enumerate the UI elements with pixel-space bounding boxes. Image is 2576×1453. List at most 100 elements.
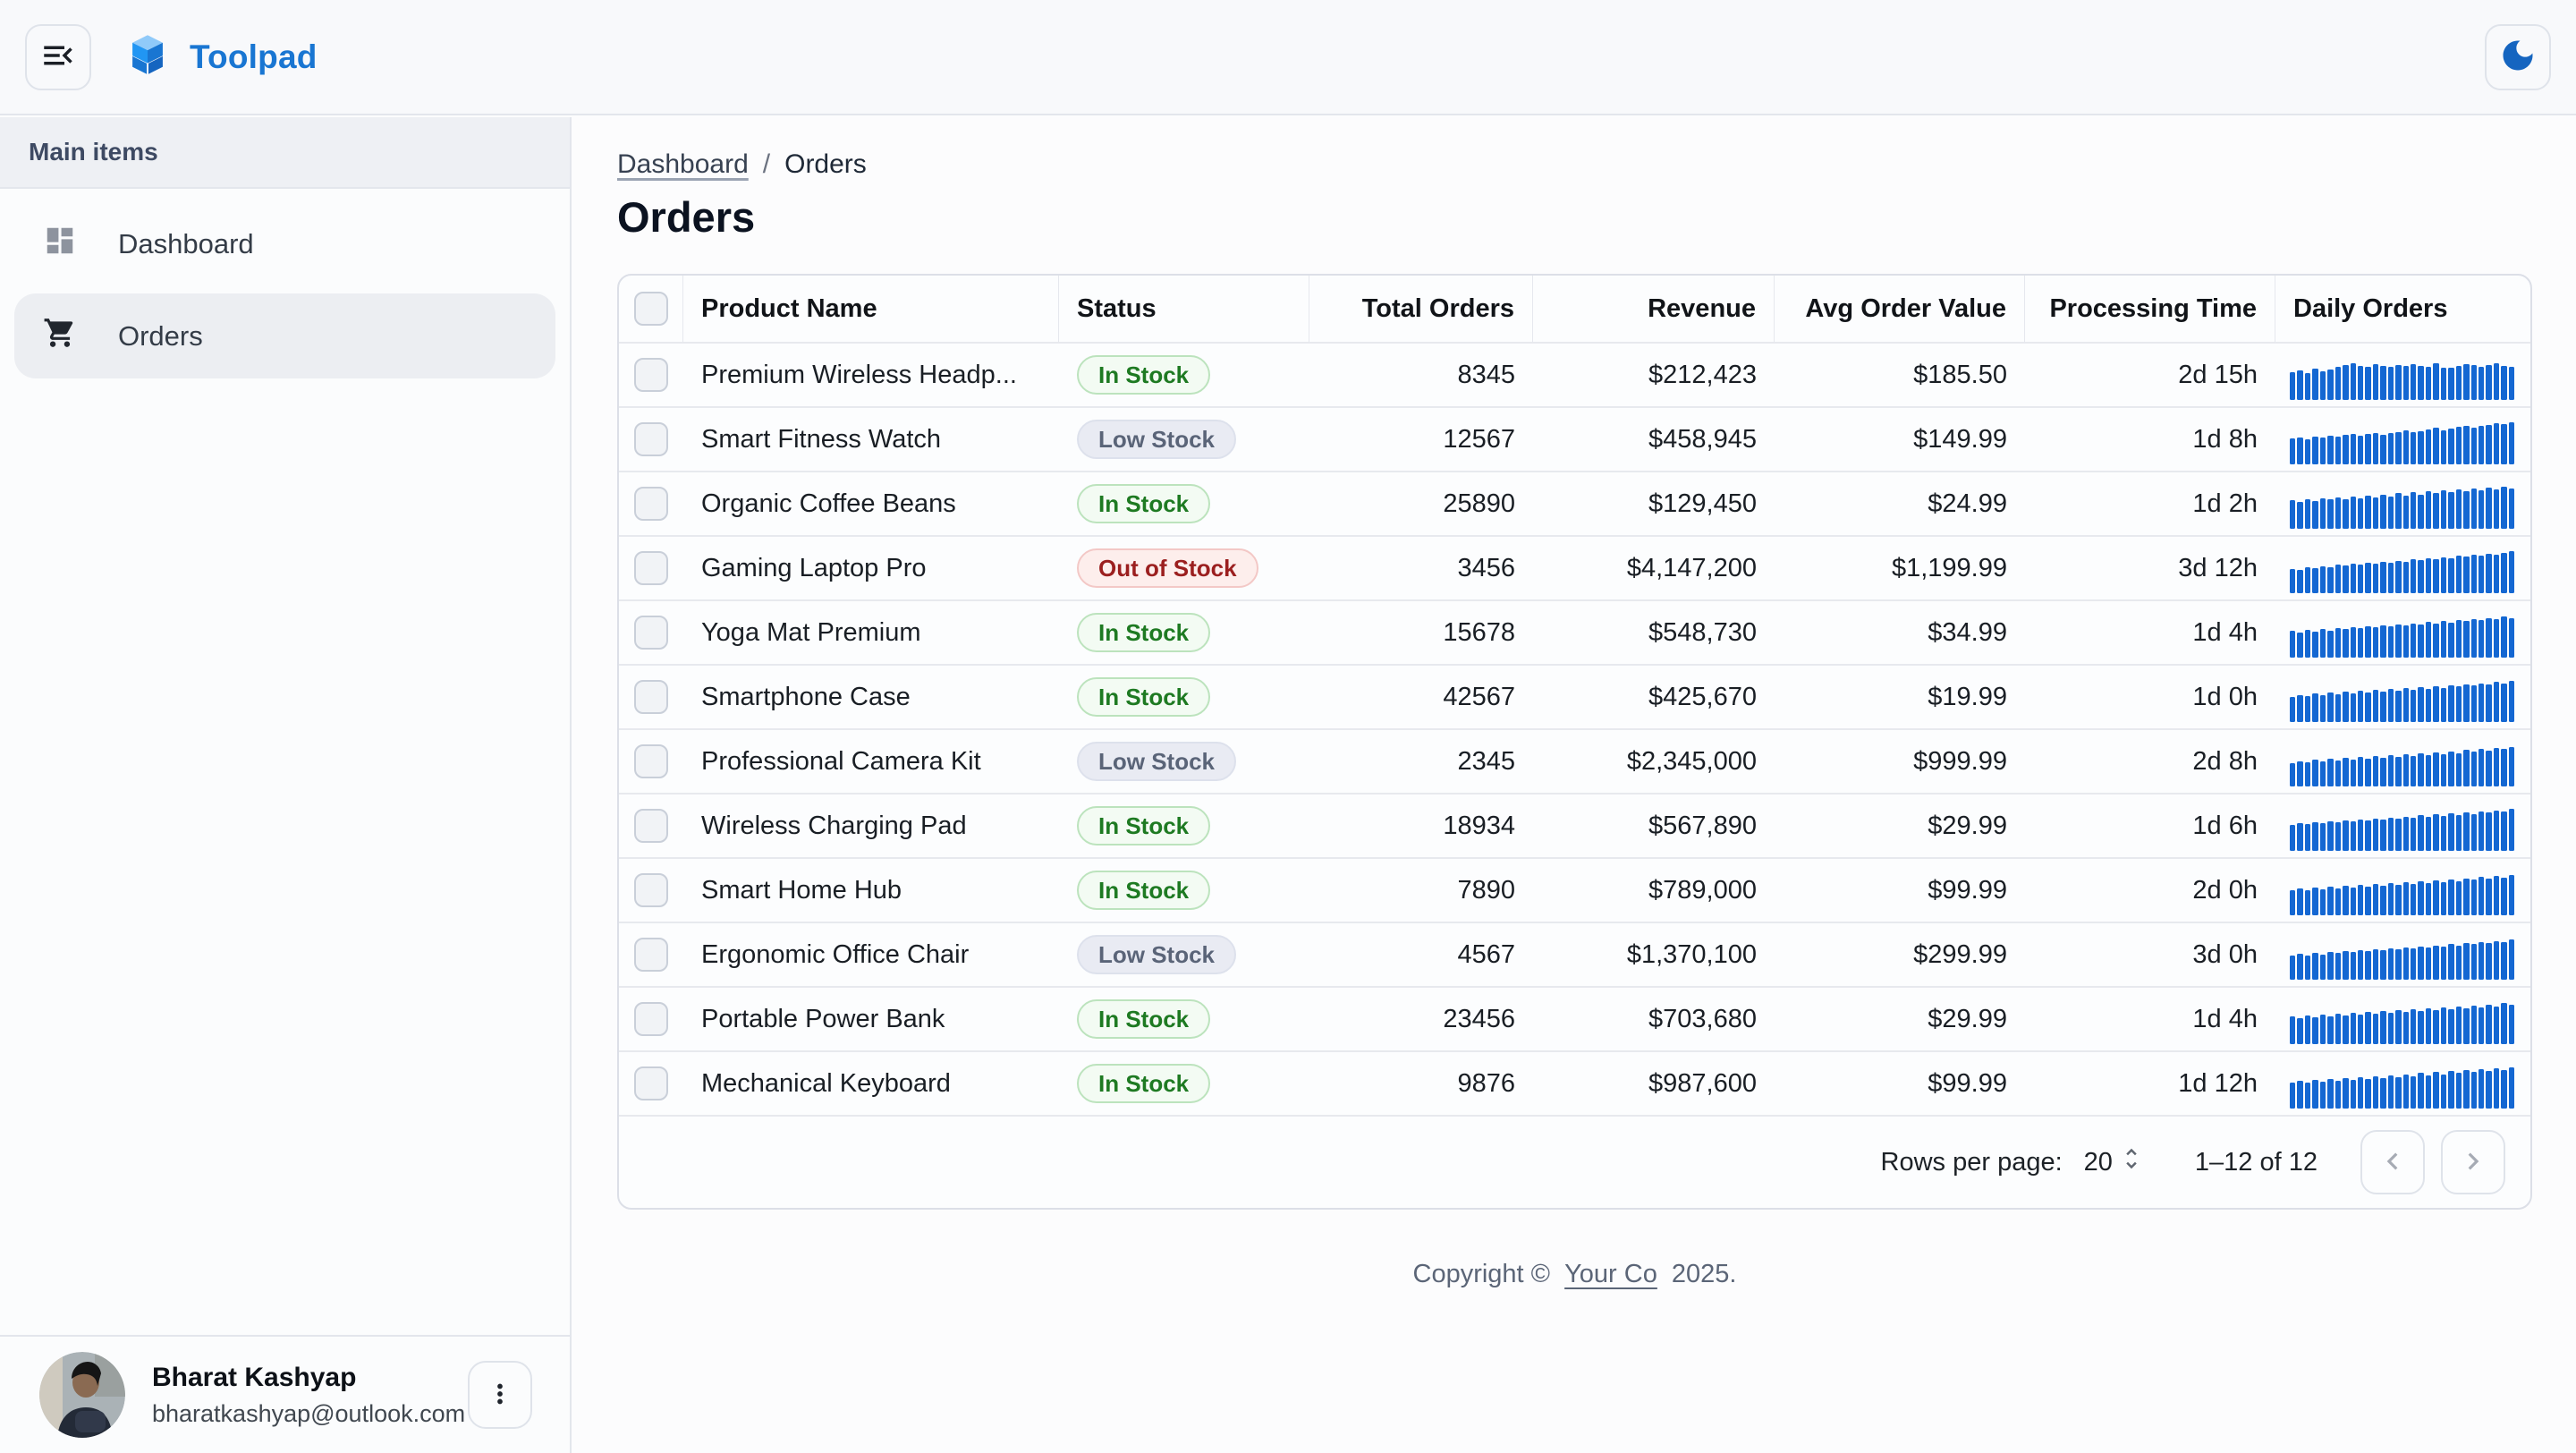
daily-orders-sparkline [2290, 353, 2515, 400]
total-orders-cell: 42567 [1443, 682, 1515, 711]
revenue-cell: $548,730 [1648, 617, 1757, 647]
processing-time-cell: 1d 4h [2192, 1004, 2258, 1033]
footer-company-link[interactable]: Your Co [1564, 1260, 1657, 1288]
chevron-left-icon [2376, 1144, 2410, 1181]
status-cell: Low Stock [1059, 420, 1309, 459]
rows-per-page-label: Rows per page: [1880, 1147, 2063, 1177]
avatar [39, 1352, 125, 1438]
revenue-cell: $567,890 [1648, 811, 1757, 840]
table-row: Gaming Laptop Pro Out of Stock 3456 $4,1… [619, 535, 2530, 599]
revenue-cell: $212,423 [1648, 360, 1757, 389]
column-header-avg-order-value[interactable]: Avg Order Value [1775, 276, 2025, 342]
processing-time-cell: 1d 2h [2192, 489, 2258, 518]
column-header-revenue[interactable]: Revenue [1533, 276, 1775, 342]
user-email: bharatkashyap@outlook.com [152, 1399, 466, 1427]
sidebar-item-orders[interactable]: Orders [14, 293, 555, 378]
row-checkbox[interactable] [634, 358, 668, 392]
status-badge: In Stock [1077, 484, 1211, 523]
row-checkbox[interactable] [634, 938, 668, 972]
processing-time-cell: 1d 0h [2192, 682, 2258, 711]
total-orders-cell: 2345 [1457, 746, 1515, 776]
processing-time-cell: 1d 12h [2178, 1068, 2258, 1098]
product-name-cell: Smart Home Hub [701, 875, 902, 905]
product-name-cell: Premium Wireless Headp... [701, 360, 1017, 389]
daily-orders-sparkline [2290, 676, 2515, 722]
row-checkbox-cell [619, 616, 683, 650]
main-content: Dashboard / Orders Orders Product Name S… [573, 117, 2576, 1453]
processing-time-cell: 3d 12h [2178, 553, 2258, 582]
table-row: Premium Wireless Headp... In Stock 8345 … [619, 342, 2530, 406]
daily-orders-sparkline [2290, 933, 2515, 980]
product-name-cell: Portable Power Bank [701, 1004, 945, 1033]
row-checkbox-cell [619, 938, 683, 972]
status-cell: In Stock [1059, 806, 1309, 845]
breadcrumb-current: Orders [784, 149, 867, 179]
orders-table: Product Name Status Total Orders Revenue… [617, 274, 2532, 1210]
pagination-range: 1–12 of 12 [2194, 1147, 2318, 1177]
row-checkbox-cell [619, 422, 683, 456]
brand[interactable]: Toolpad [122, 29, 318, 85]
revenue-cell: $789,000 [1648, 875, 1757, 905]
theme-toggle-button[interactable] [2485, 23, 2551, 90]
status-badge: In Stock [1077, 871, 1211, 910]
row-checkbox[interactable] [634, 487, 668, 521]
total-orders-cell: 18934 [1443, 811, 1515, 840]
product-name-cell: Wireless Charging Pad [701, 811, 967, 840]
product-name-cell: Ergonomic Office Chair [701, 939, 970, 969]
user-menu-button[interactable] [468, 1361, 532, 1429]
previous-page-button[interactable] [2360, 1130, 2425, 1194]
column-header-daily-orders[interactable]: Daily Orders [2293, 293, 2448, 323]
avg-order-value-cell: $29.99 [1928, 1004, 2007, 1033]
row-checkbox[interactable] [634, 809, 668, 843]
processing-time-cell: 3d 0h [2192, 939, 2258, 969]
status-badge: In Stock [1077, 613, 1211, 652]
status-cell: Low Stock [1059, 742, 1309, 781]
breadcrumb: Dashboard / Orders [617, 149, 2532, 180]
row-checkbox[interactable] [634, 1066, 668, 1100]
select-all-checkbox[interactable] [633, 292, 668, 326]
avg-order-value-cell: $149.99 [1913, 424, 2007, 454]
toolpad-logo-icon [122, 29, 174, 85]
row-checkbox[interactable] [634, 744, 668, 778]
revenue-cell: $2,345,000 [1626, 746, 1757, 776]
sidebar: Main items Dashboard Orders [0, 117, 572, 1453]
unfold-more-icon [2118, 1145, 2145, 1179]
cart-icon [43, 316, 77, 357]
daily-orders-cell [2275, 601, 2530, 664]
dashboard-icon [43, 224, 77, 265]
column-header-product-name[interactable]: Product Name [683, 276, 1059, 342]
status-badge: Low Stock [1077, 742, 1237, 781]
daily-orders-cell [2275, 730, 2530, 793]
column-header-total-orders[interactable]: Total Orders [1309, 276, 1533, 342]
column-header-processing-time[interactable]: Processing Time [2025, 276, 2275, 342]
rows-per-page-select[interactable]: 20 [2084, 1145, 2145, 1179]
table-row: Mechanical Keyboard In Stock 9876 $987,6… [619, 1050, 2530, 1115]
row-checkbox[interactable] [634, 1002, 668, 1036]
product-name-cell: Smart Fitness Watch [701, 424, 942, 454]
collapse-sidebar-button[interactable] [25, 23, 91, 90]
row-checkbox[interactable] [634, 873, 668, 907]
dark-mode-moon-icon [2498, 36, 2538, 78]
status-badge: Low Stock [1077, 935, 1237, 974]
row-checkbox[interactable] [634, 422, 668, 456]
revenue-cell: $4,147,200 [1626, 553, 1757, 582]
sidebar-item-dashboard[interactable]: Dashboard [14, 201, 555, 286]
table-body: Premium Wireless Headp... In Stock 8345 … [619, 342, 2530, 1115]
daily-orders-sparkline [2290, 1062, 2515, 1109]
daily-orders-sparkline [2290, 804, 2515, 851]
table-row: Smart Home Hub In Stock 7890 $789,000 $9… [619, 857, 2530, 922]
row-checkbox[interactable] [634, 551, 668, 585]
column-header-status[interactable]: Status [1059, 276, 1309, 342]
avg-order-value-cell: $999.99 [1913, 746, 2007, 776]
breadcrumb-dashboard-link[interactable]: Dashboard [617, 149, 749, 179]
daily-orders-sparkline [2290, 998, 2515, 1044]
row-checkbox[interactable] [634, 616, 668, 650]
row-checkbox-cell [619, 551, 683, 585]
row-checkbox[interactable] [634, 680, 668, 714]
next-page-button[interactable] [2441, 1130, 2505, 1194]
sidebar-items: Dashboard Orders [0, 189, 570, 391]
product-name-cell: Organic Coffee Beans [701, 489, 956, 518]
status-badge: In Stock [1077, 677, 1211, 717]
total-orders-cell: 7890 [1457, 875, 1515, 905]
avg-order-value-cell: $19.99 [1928, 682, 2007, 711]
